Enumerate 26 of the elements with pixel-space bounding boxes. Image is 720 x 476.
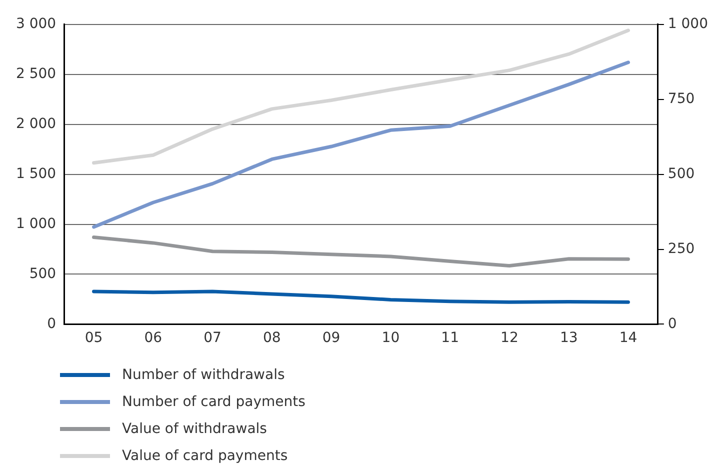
x-tick-label: 13 <box>560 330 578 346</box>
y2-tick-label: 250 <box>668 240 695 257</box>
y-tick-label: 3 000 <box>16 16 56 32</box>
x-tick-label: 10 <box>382 330 400 346</box>
legend-label: Value of card payments <box>122 448 288 464</box>
x-tick-label: 07 <box>204 330 222 346</box>
y2-tick-label: 750 <box>668 90 695 107</box>
x-tick-label: 11 <box>441 330 459 346</box>
y-tick-label: 2 500 <box>16 66 56 82</box>
y2-tick-label: 1 000 <box>668 16 708 32</box>
legend-label: Number of card payments <box>122 394 306 410</box>
x-tick-label: 05 <box>84 330 103 346</box>
x-tick-label: 06 <box>144 330 162 346</box>
y-tick-label: 2 000 <box>16 116 56 132</box>
y-tick-label: 1 000 <box>16 216 56 232</box>
x-tick-label: 08 <box>263 330 281 346</box>
y-tick-label: 500 <box>29 266 56 282</box>
x-tick-label: 09 <box>322 330 340 346</box>
y-tick-label: 1 500 <box>16 166 56 182</box>
y2-tick-label: 0 <box>668 316 677 332</box>
legend-label: Value of withdrawals <box>122 420 267 436</box>
y-tick-label: 0 <box>47 316 56 332</box>
legend-label: Number of withdrawals <box>122 366 285 382</box>
y2-tick-label: 500 <box>668 166 695 182</box>
x-tick-label: 12 <box>500 330 518 346</box>
x-tick-label: 14 <box>619 330 638 346</box>
